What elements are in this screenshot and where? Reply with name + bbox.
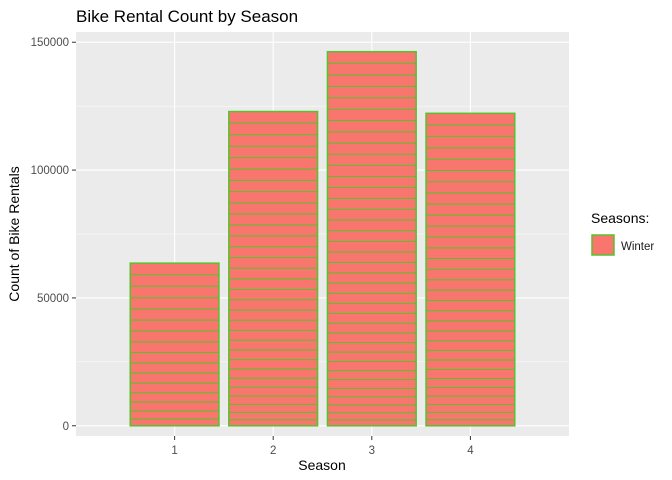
legend-title: Seasons: (591, 210, 649, 226)
bars (129, 50, 516, 427)
y-tick-label: 50000 (37, 293, 69, 305)
bar (326, 50, 417, 427)
y-tick-label: 150000 (31, 37, 69, 49)
legend-swatch-winter (591, 234, 615, 256)
legend-label-winter: Winter (621, 241, 654, 253)
x-tick-label: 1 (171, 445, 177, 457)
y-tick-label: 0 (63, 421, 69, 433)
y-axis: 0 50000 100000 150000 (31, 37, 76, 433)
legend: Seasons: Winter (591, 210, 654, 256)
x-tick-label: 2 (270, 445, 276, 457)
y-tick-label: 100000 (31, 165, 69, 177)
bar-season-4 (425, 112, 516, 427)
bar (129, 262, 220, 427)
x-tick-label: 3 (369, 445, 375, 457)
bar-season-2 (228, 110, 319, 427)
y-axis-title: Count of Bike Rentals (6, 166, 22, 301)
x-axis: 1 2 3 4 (171, 436, 474, 457)
x-tick-label: 4 (467, 445, 474, 457)
x-axis-title: Season (298, 457, 345, 473)
bar-season-3 (326, 50, 417, 427)
chart-title: Bike Rental Count by Season (76, 7, 298, 26)
bar-season-1 (129, 262, 220, 427)
